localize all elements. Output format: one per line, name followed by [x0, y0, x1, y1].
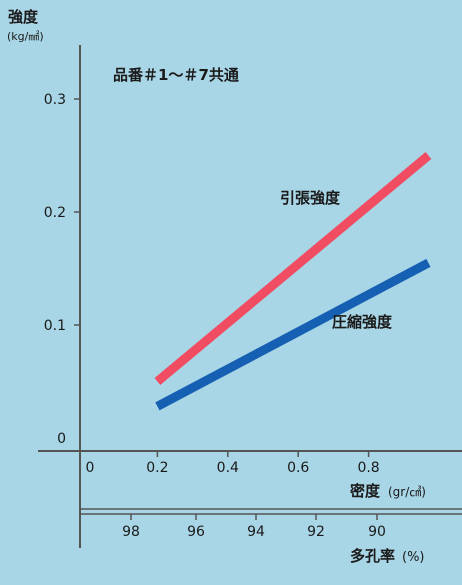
porosity-axis-label: 多孔率 [350, 547, 395, 565]
x-axis-label: 密度 [350, 482, 381, 500]
y-tick-label: 0 [57, 431, 66, 447]
tensile-strength-label: 引張強度 [280, 189, 341, 207]
chart-note: 品番＃1〜＃7共通 [113, 66, 239, 84]
porosity-tick-label: 98 [122, 524, 140, 540]
y-tick-label: 0.3 [44, 92, 66, 108]
y-tick-label: 0.2 [44, 205, 66, 221]
porosity-tick-label: 92 [307, 524, 325, 540]
compressive-strength-label: 圧縮強度 [332, 313, 393, 331]
tensile-strength-line [154, 152, 432, 385]
y-axis-unit: (kg/㎟) [7, 30, 44, 43]
porosity-axis-unit: (%) [402, 550, 425, 565]
x-tick-label: 0.6 [287, 460, 309, 476]
y-axis-label: 強度 [8, 8, 39, 26]
compressive-strength-line [155, 258, 431, 411]
porosity-tick-label: 90 [368, 524, 386, 540]
x-tick-label: 0.4 [217, 460, 239, 476]
x-axis-unit: (gr/㎤) [388, 485, 426, 499]
porosity-tick-label: 96 [187, 524, 205, 540]
porosity-tick-label: 94 [247, 524, 265, 540]
x-tick-label: 0.2 [146, 460, 168, 476]
x-tick-label: 0.8 [357, 460, 379, 476]
y-tick-label: 0.1 [44, 318, 66, 334]
x-tick-label: 0 [86, 460, 95, 476]
